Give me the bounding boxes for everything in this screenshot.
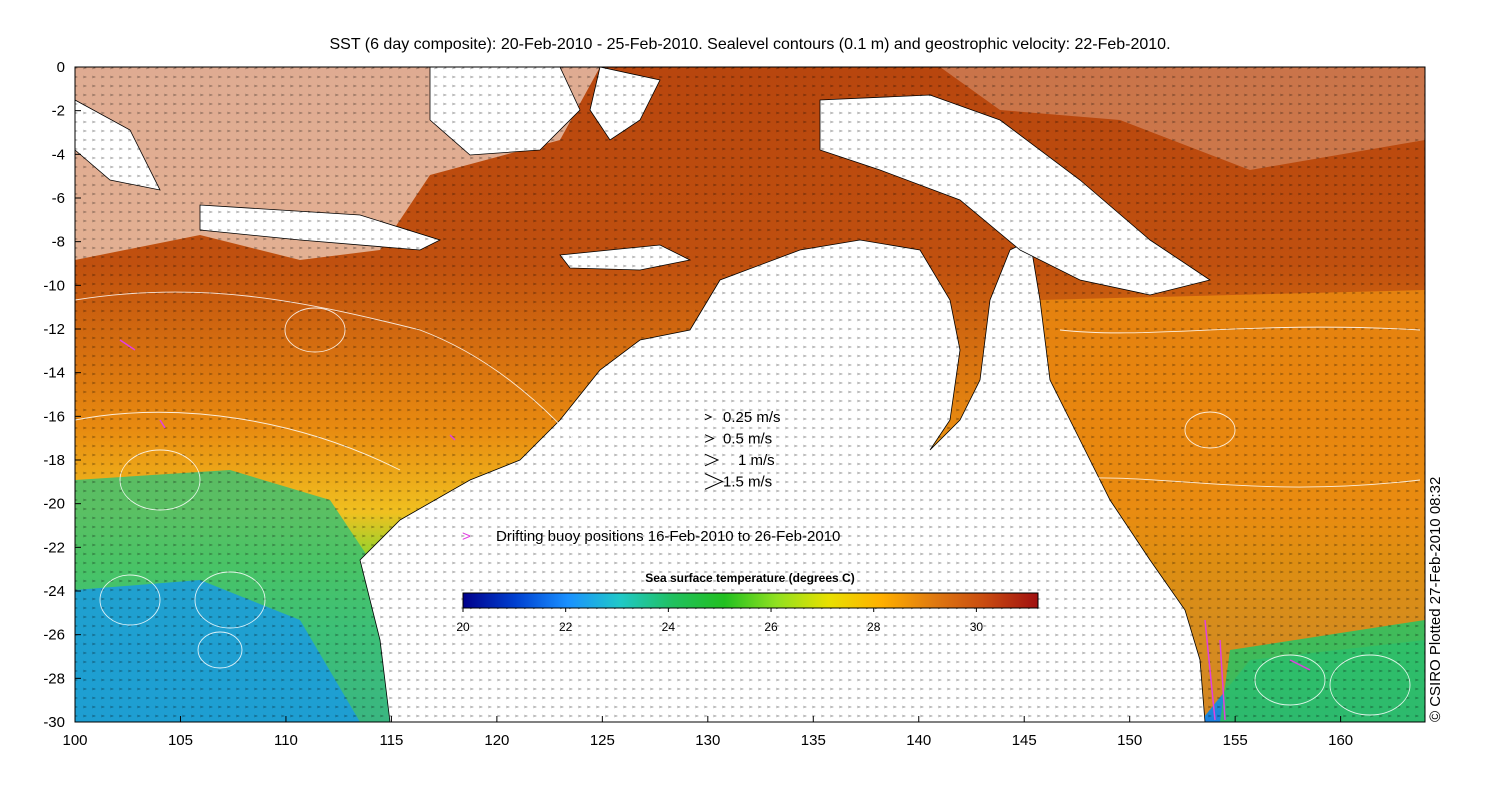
velocity-arrow <box>704 413 713 421</box>
x-tick-label: 120 <box>484 732 509 749</box>
velocity-label: 1 m/s <box>738 452 775 469</box>
velocity-label: 1.5 m/s <box>723 474 772 491</box>
colorbar-tick-label: 20 <box>456 620 470 634</box>
x-tick-label: 135 <box>801 732 826 749</box>
colorbar-tick-label: 28 <box>867 620 881 634</box>
colorbar-tick-label: 30 <box>970 620 984 634</box>
y-tick-label: -16 <box>43 408 65 425</box>
sealevel-contours <box>74 291 1421 716</box>
y-tick-label: 0 <box>57 59 65 76</box>
plot-border <box>74 66 1426 723</box>
colorbar-bar <box>462 592 1039 609</box>
y-tick-label: -28 <box>43 670 65 687</box>
velocity-arrow <box>704 453 720 467</box>
y-tick-label: -2 <box>52 103 65 120</box>
buoy-legend-label: Drifting buoy positions 16-Feb-2010 to 2… <box>496 528 840 545</box>
sst-map <box>74 66 1426 723</box>
y-tick-label: -6 <box>52 190 65 207</box>
y-tick-label: -14 <box>43 365 65 382</box>
velocity-legend: 0.25 m/s 0.5 m/s 1 m/s 1.5 m/s <box>704 409 781 491</box>
x-tick-label: 155 <box>1223 732 1248 749</box>
x-tick-label: 110 <box>274 732 298 749</box>
y-tick-label: -24 <box>43 583 65 600</box>
y-tick-label: -8 <box>52 234 65 251</box>
buoy-legend: > Drifting buoy positions 16-Feb-2010 to… <box>462 528 840 545</box>
sst-colorbar: Sea surface temperature (degrees C) 20 22… <box>456 571 1039 634</box>
x-tick-label: 115 <box>379 732 403 749</box>
x-tick-label: 140 <box>906 732 931 749</box>
y-tick-label: -22 <box>43 539 65 556</box>
x-tick-label: 125 <box>590 732 615 749</box>
colorbar-tick-label: 26 <box>764 620 778 634</box>
y-tick-label: -18 <box>43 452 65 469</box>
velocity-arrow <box>704 434 715 443</box>
y-tick-label: -10 <box>43 277 65 294</box>
y-tick-label: -26 <box>43 627 65 644</box>
y-tick-label: -20 <box>43 496 65 513</box>
x-tick-label: 160 <box>1328 732 1353 749</box>
velocity-vectors <box>75 67 1425 722</box>
y-tick-label: -30 <box>43 714 65 731</box>
velocity-arrow <box>704 473 724 490</box>
x-tick-label: 105 <box>168 732 193 749</box>
buoy-tracks <box>119 339 1311 721</box>
x-axis: 100 105 110 115 120 125 130 135 140 145 150 155 160 <box>62 716 1353 749</box>
x-tick-label: 100 <box>62 732 87 749</box>
y-axis: 0 -2 -4 -6 -8 -10 -12 -14 -16 -18 -20 -22 -24 -26 -28 -… <box>43 59 81 731</box>
buoy-symbol: > <box>462 528 471 545</box>
velocity-label: 0.5 m/s <box>723 431 772 448</box>
colorbar-tick-label: 24 <box>662 620 676 634</box>
x-tick-label: 130 <box>695 732 720 749</box>
colorbar-title: Sea surface temperature (degrees C) <box>645 571 854 585</box>
x-tick-label: 150 <box>1117 732 1142 749</box>
x-tick-label: 145 <box>1012 732 1037 749</box>
colorbar-tick-label: 22 <box>559 620 573 634</box>
credit-text: © CSIRO Plotted 27-Feb-2010 08:32 <box>1427 477 1444 722</box>
y-tick-label: -12 <box>43 321 65 338</box>
velocity-label: 0.25 m/s <box>723 409 781 426</box>
map-title: SST (6 day composite): 20-Feb-2010 - 25-… <box>329 36 1171 53</box>
y-tick-label: -4 <box>52 146 65 163</box>
